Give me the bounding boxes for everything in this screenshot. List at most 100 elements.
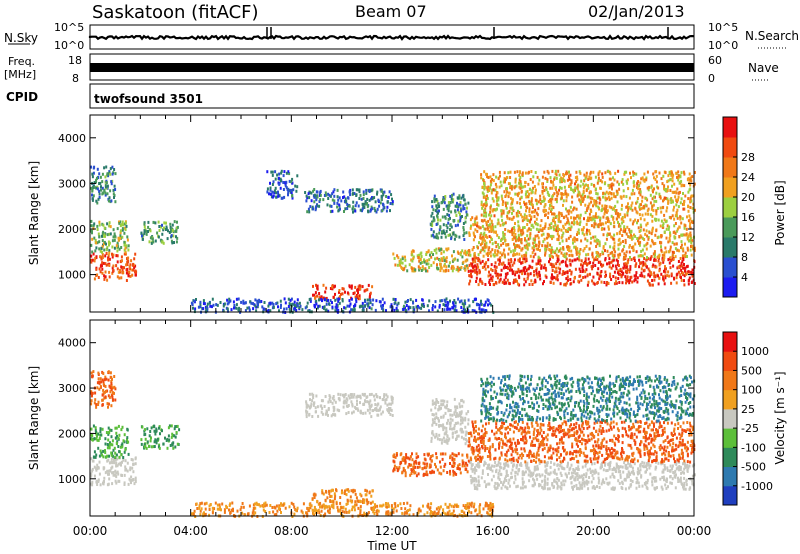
velocity-colorbar-tick-label: 100 xyxy=(741,384,762,397)
cpid-label: CPID xyxy=(6,90,38,104)
power-colorbar-tick-label: 16 xyxy=(741,211,755,224)
velocity-colorbar: 1000 500 100 25 -25 -100 -500 -1000 xyxy=(722,331,773,506)
velocity-region-10 xyxy=(480,374,696,423)
power-yaxis: 1000 2000 3000 4000 xyxy=(58,132,694,282)
power-colorbar-swatch xyxy=(723,257,737,278)
velocity-colorbar-swatch xyxy=(723,408,737,429)
power-region-3 xyxy=(140,220,179,245)
velocity-ylabel: Slant Range [km] xyxy=(27,366,41,470)
velocity-region-9 xyxy=(467,419,696,464)
xtick-label: 20:00 xyxy=(576,524,611,538)
power-region-11 xyxy=(480,169,696,219)
freq-trace xyxy=(90,63,694,72)
velocity-colorbar-swatch xyxy=(723,332,737,352)
velocity-colorbar-swatch xyxy=(723,447,737,468)
power-colorbar-swatch xyxy=(723,117,737,138)
nsky-label: N.Sky xyxy=(4,31,38,45)
power-region-0 xyxy=(90,252,138,282)
velocity-colorbar-tick-label: -1000 xyxy=(741,480,773,493)
power-region-10 xyxy=(467,215,696,260)
power-colorbar-swatch xyxy=(723,277,737,298)
power-ylabel: Slant Range [km] xyxy=(27,161,41,265)
power-colorbar-tick-label: 24 xyxy=(741,171,755,184)
velocity-colorbar-swatch xyxy=(723,428,737,448)
beam-label: Beam 07 xyxy=(355,2,427,21)
xtick-label: 00:00 xyxy=(73,524,108,538)
velocity-colorbar-swatch xyxy=(723,370,737,391)
xtick-label: 00:00 xyxy=(677,524,712,538)
velocity-region-3 xyxy=(140,424,181,450)
power-colorbar-swatch xyxy=(723,237,737,258)
power-colorbar-swatch xyxy=(723,217,737,238)
velocity-region-2 xyxy=(90,370,117,409)
power-heatmap xyxy=(90,165,696,314)
velocity-region-0 xyxy=(90,456,137,487)
noise-trace xyxy=(88,27,695,41)
velocity-colorbar-label: Velocity [m s⁻¹] xyxy=(773,371,787,464)
noise-trace-line xyxy=(88,34,695,41)
ytick-label: 2000 xyxy=(58,427,86,440)
cpid-strip-frame xyxy=(89,83,695,109)
freq-label-2: [MHz] xyxy=(4,68,36,81)
velocity-panel-frame xyxy=(89,319,695,517)
xtick-label: 12:00 xyxy=(375,524,410,538)
xtick-label: 16:00 xyxy=(475,524,510,538)
noise-tick-right-top: 10^5 xyxy=(708,21,738,34)
power-colorbar-tick-label: 4 xyxy=(741,271,748,284)
ytick-label: 1000 xyxy=(58,473,86,486)
velocity-yaxis: 1000 2000 3000 4000 xyxy=(58,337,694,486)
cpid-value: twofsound 3501 xyxy=(94,92,203,106)
power-xaxis xyxy=(89,115,695,312)
noise-tick-right-bottom: 10^0 xyxy=(708,39,738,52)
power-region-2 xyxy=(90,165,117,205)
date-label: 02/Jan/2013 xyxy=(588,2,685,21)
velocity-colorbar-frame xyxy=(722,331,738,506)
nsearch-label: N.Search xyxy=(745,29,799,43)
nave-label: Nave xyxy=(748,61,779,75)
noise-tick-left-top: 10^5 xyxy=(54,21,84,34)
power-region-1 xyxy=(90,219,130,255)
power-colorbar-swatch xyxy=(723,177,737,198)
power-region-6 xyxy=(312,283,374,301)
power-colorbar-label: Power [dB] xyxy=(773,180,787,245)
power-region-4 xyxy=(266,169,299,200)
velocity-region-5 xyxy=(311,488,374,504)
ytick-label: 2000 xyxy=(58,223,86,236)
power-colorbar-tick-label: 28 xyxy=(741,151,755,164)
nave-tick-top: 60 xyxy=(708,54,722,67)
freq-tick-bottom: 8 xyxy=(72,72,79,85)
velocity-region-7 xyxy=(430,397,470,446)
power-region-7 xyxy=(392,247,470,273)
velocity-colorbar-tick-label: -100 xyxy=(741,441,766,454)
ytick-label: 1000 xyxy=(58,269,86,282)
power-colorbar-tick-label: 20 xyxy=(741,191,755,204)
power-colorbar: 4 8 12 16 20 24 28 xyxy=(722,116,755,298)
power-colorbar-swatch xyxy=(723,197,737,218)
power-colorbar-tick-label: 8 xyxy=(741,251,748,264)
ytick-label: 3000 xyxy=(58,177,86,190)
freq-label-1: Freq. xyxy=(8,55,35,68)
power-colorbar-frame xyxy=(722,116,738,298)
ytick-label: 4000 xyxy=(58,132,86,145)
power-region-5 xyxy=(304,188,394,214)
velocity-heatmap xyxy=(90,370,696,518)
ytick-label: 4000 xyxy=(58,337,86,350)
power-colorbar-swatch xyxy=(723,137,737,158)
velocity-xaxis xyxy=(89,320,695,516)
freq-tick-top: 18 xyxy=(68,54,82,67)
velocity-colorbar-swatch xyxy=(723,389,737,410)
ytick-label: 3000 xyxy=(58,382,86,395)
noise-tick-left-bottom: 10^0 xyxy=(54,39,84,52)
time-axis-labels: 00:00 04:00 08:00 12:00 16:00 20:00 00:00 xyxy=(73,524,712,538)
velocity-region-4 xyxy=(305,392,394,419)
velocity-colorbar-tick-label: 1000 xyxy=(741,345,769,358)
power-colorbar-tick-label: 12 xyxy=(741,231,755,244)
velocity-region-8 xyxy=(469,460,696,491)
xlabel: Time UT xyxy=(366,539,417,553)
station-title: Saskatoon (fitACF) xyxy=(92,2,259,23)
xtick-label: 08:00 xyxy=(274,524,309,538)
velocity-colorbar-tick-label: 25 xyxy=(741,403,755,416)
power-colorbar-swatch xyxy=(723,157,737,178)
velocity-colorbar-tick-label: -25 xyxy=(741,422,759,435)
